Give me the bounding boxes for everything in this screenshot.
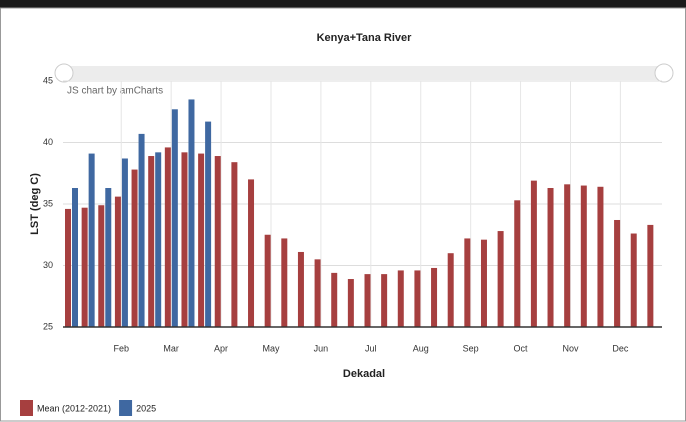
scrollbar-handle[interactable] — [54, 63, 74, 83]
bar — [131, 169, 138, 327]
bar — [464, 238, 471, 327]
bar — [447, 253, 454, 327]
bar — [231, 162, 238, 327]
bar — [188, 99, 195, 327]
bar — [381, 274, 388, 327]
x-axis-label: Dekadal — [343, 368, 385, 380]
bar — [647, 224, 654, 327]
bar — [72, 188, 78, 327]
y-tick-label: 30 — [43, 260, 53, 270]
bar — [198, 153, 205, 327]
bar — [580, 185, 587, 327]
x-tick-label: Aug — [413, 343, 429, 353]
bar — [114, 196, 121, 327]
bar — [597, 186, 604, 327]
y-tick-label: 45 — [43, 75, 53, 85]
bar — [138, 133, 145, 327]
bar — [314, 259, 321, 327]
bar — [205, 121, 212, 327]
x-tick-label: May — [262, 343, 280, 353]
scrollbar-handle[interactable] — [654, 63, 674, 83]
legend-swatch — [20, 400, 33, 416]
x-tick-label: Nov — [562, 343, 579, 353]
bar — [364, 274, 371, 327]
bar — [497, 231, 504, 327]
x-tick-label: Sep — [463, 343, 479, 353]
x-tick-label: Apr — [214, 343, 228, 353]
bar — [88, 153, 95, 327]
bar — [431, 267, 438, 327]
bar — [81, 207, 88, 327]
bar — [614, 219, 621, 327]
x-tick-label: Mar — [163, 343, 179, 353]
bar — [547, 188, 554, 327]
bar — [297, 251, 304, 327]
bar — [148, 156, 155, 327]
bar — [98, 205, 105, 327]
bar — [65, 208, 71, 327]
legend-label: Mean (2012-2021) — [37, 403, 111, 413]
legend-swatch — [119, 400, 133, 416]
bar — [397, 270, 404, 327]
bar — [630, 233, 637, 327]
bar — [164, 147, 171, 327]
bar — [121, 158, 128, 327]
scrollbar[interactable] — [63, 66, 665, 80]
y-tick-label: 35 — [43, 198, 53, 208]
y-tick-label: 25 — [43, 321, 53, 331]
bar — [181, 152, 188, 327]
x-tick-label: Dec — [612, 343, 629, 353]
bar — [480, 239, 487, 327]
bar — [171, 109, 178, 327]
y-axis-label: LST (deg C) — [29, 173, 41, 235]
credit: JS chart by amCharts — [67, 86, 163, 97]
bar — [248, 179, 255, 327]
bar — [331, 272, 338, 327]
chart-title: Kenya+Tana River — [317, 32, 413, 44]
bar — [281, 238, 288, 327]
x-tick-label: Jun — [314, 343, 329, 353]
bar — [105, 188, 112, 327]
bar — [414, 270, 421, 327]
bar — [155, 152, 162, 327]
y-tick-label: 40 — [43, 137, 53, 147]
x-tick-label: Feb — [113, 343, 129, 353]
bar — [530, 180, 537, 327]
bar — [264, 234, 271, 327]
x-tick-label: Jul — [365, 343, 377, 353]
frame-top — [0, 0, 686, 8]
bar — [214, 156, 221, 327]
bar — [514, 200, 521, 327]
x-tick-label: Oct — [514, 343, 529, 353]
bar — [564, 184, 571, 327]
legend-label: 2025 — [136, 403, 156, 413]
bar — [347, 279, 354, 327]
